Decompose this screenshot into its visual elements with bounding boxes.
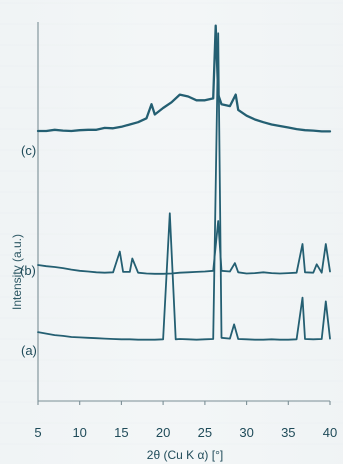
x-tick-label-35: 35 <box>281 425 295 440</box>
x-tick-label-10: 10 <box>72 425 86 440</box>
x-tick-label-25: 25 <box>198 425 212 440</box>
x-tick-label-20: 20 <box>156 425 170 440</box>
x-tick-label-40: 40 <box>323 425 337 440</box>
plot-frame <box>37 22 330 402</box>
series-line-c <box>36 24 332 133</box>
x-tick-label-30: 30 <box>239 425 253 440</box>
x-tick-label-15: 15 <box>114 425 128 440</box>
series-line-a <box>37 32 331 341</box>
series-label-c: (c) <box>21 143 36 158</box>
series-label-b: (b) <box>20 263 36 278</box>
series-layer <box>36 24 332 341</box>
x-axis-label: 2θ (Cu K α) [°] <box>147 448 223 462</box>
series-line-b <box>37 220 331 275</box>
x-tick-label-5: 5 <box>34 425 41 440</box>
x-tick-layer: 5 10 15 20 25 30 35 40 <box>34 401 337 440</box>
series-label-a: (a) <box>21 343 37 358</box>
y-axis-label: Intensity (a.u.) <box>10 234 24 310</box>
